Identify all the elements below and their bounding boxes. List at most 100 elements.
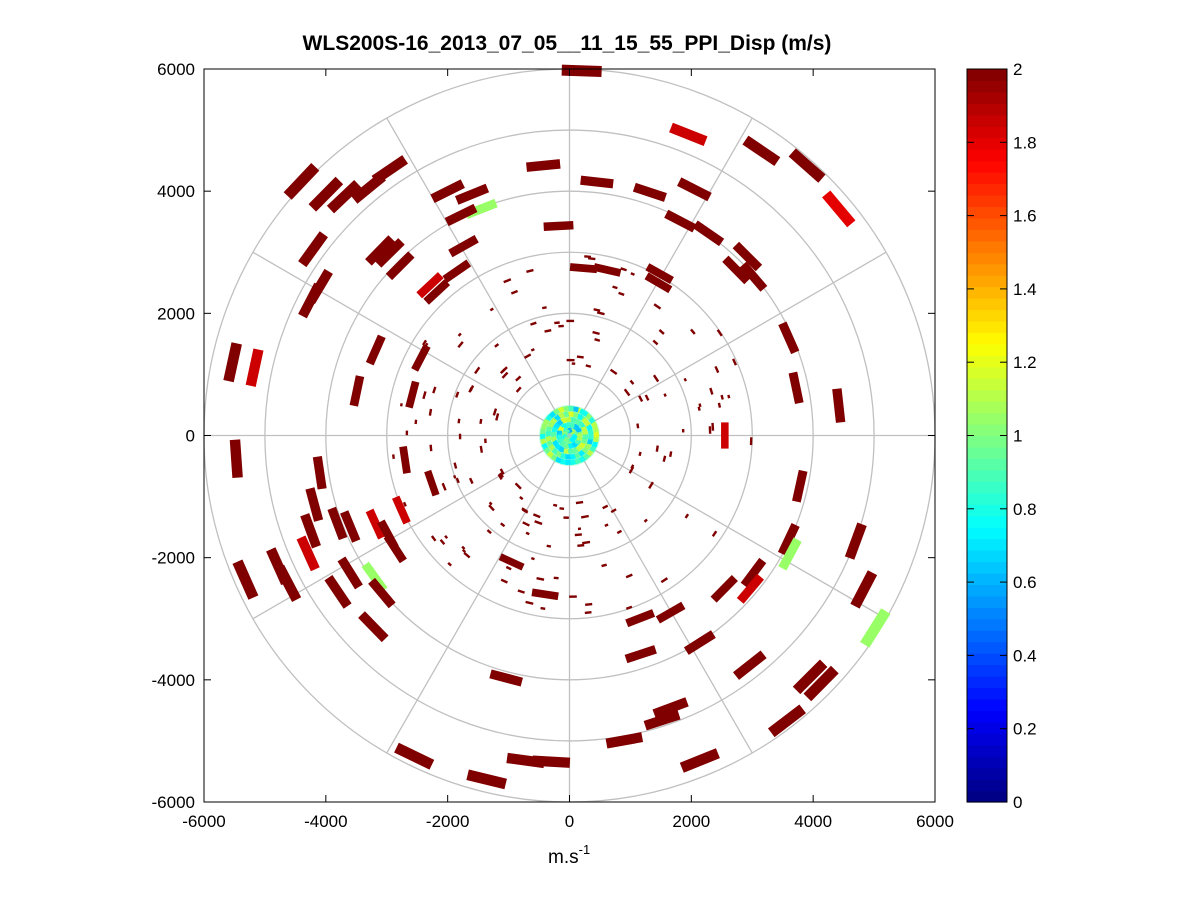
colorbar-level [967, 710, 1007, 723]
range-gate-cell [492, 408, 498, 416]
colorbar-tick-label: 1.6 [1013, 207, 1037, 226]
colorbar-tick-label: 0.6 [1013, 573, 1037, 592]
range-gate-cell [803, 665, 839, 702]
range-gate-cell [616, 529, 623, 535]
colorbar-level [967, 309, 1007, 322]
range-gate-cell [638, 395, 644, 402]
y-tick-label: 0 [186, 427, 195, 446]
range-gate-cell [767, 704, 806, 738]
range-gate-cell [609, 368, 618, 375]
range-gate-cell [612, 285, 618, 290]
range-gate-cell [681, 428, 685, 433]
colorbar-tick-label: 0.4 [1013, 646, 1037, 665]
range-gate-cell [580, 514, 589, 519]
range-gate-cell [605, 732, 644, 749]
range-gate-cell [669, 122, 708, 146]
range-gate-cell [455, 477, 460, 484]
range-gate-cell [430, 535, 437, 542]
range-gate-cell [559, 507, 565, 511]
range-gate-cell [720, 394, 724, 400]
range-gate-cell [501, 371, 509, 379]
colorbar-level [967, 527, 1007, 540]
colorbar-level [967, 149, 1007, 162]
range-gate-cell [732, 650, 767, 680]
range-gate-cell [514, 482, 522, 490]
range-gate-cell [566, 358, 575, 362]
range-gate-cell [501, 366, 508, 373]
colorbar-level [967, 687, 1007, 700]
range-gate-cell [399, 403, 403, 407]
colorbar-level [967, 572, 1007, 585]
range-gate-cell [484, 438, 487, 444]
range-gate-cell [643, 709, 681, 731]
range-gate-cell [574, 533, 582, 537]
colorbar-level [967, 424, 1007, 437]
range-gate-cell [655, 445, 659, 452]
colorbar-level [967, 698, 1007, 711]
azimuth-spoke [252, 251, 570, 437]
range-gate-cell [543, 220, 574, 231]
range-gate-cell [721, 422, 729, 449]
range-gate-cell [455, 391, 460, 398]
range-gate-cell [530, 556, 535, 561]
polar-axes: -6000 -4000 -2000 0 2000 4000 6000 6000 4000 200… [152, 60, 954, 831]
range-gate-cell [742, 135, 781, 167]
range-gate-cell [714, 365, 720, 374]
range-gate-cell [664, 209, 697, 233]
colorbar-level [967, 504, 1007, 517]
range-gate-cell [698, 403, 702, 408]
range-gate-cell [638, 451, 642, 457]
y-tick-label: 4000 [157, 182, 195, 201]
colorbar-level [967, 217, 1007, 230]
colorbar-level [967, 676, 1007, 689]
colorbar-level [967, 80, 1007, 93]
range-gate-cell [402, 501, 407, 507]
range-gate-cell [593, 263, 622, 277]
range-gate-cell [283, 162, 320, 200]
range-gate-cell [424, 469, 440, 497]
range-gate-cell [298, 282, 324, 319]
colorbar-tick-label: 1.2 [1013, 353, 1037, 372]
colorbar-level [967, 653, 1007, 666]
range-gate-cell [563, 516, 569, 519]
range-gate-cell [653, 303, 662, 310]
colorbar-level [967, 355, 1007, 368]
range-gate-cell [441, 482, 447, 491]
range-gate-cell [541, 306, 547, 310]
range-gate-cell [601, 563, 607, 568]
range-gate-cell [558, 324, 564, 328]
near-field-cell [569, 433, 578, 444]
colorbar-level [967, 584, 1007, 597]
colorbar-level [967, 550, 1007, 563]
range-gate-cell [788, 148, 826, 183]
range-gate-cell [525, 531, 530, 536]
range-gate-cell [416, 272, 444, 299]
colorbar-level [967, 664, 1007, 677]
colorbar-level [967, 160, 1007, 173]
range-gate-cell [517, 589, 525, 594]
range-gate-cell [411, 344, 431, 372]
range-gate-cell [792, 659, 828, 695]
range-gate-cell [708, 426, 712, 434]
range-gate-cell [522, 521, 530, 527]
colorbar-level [967, 206, 1007, 219]
range-gate-cell [623, 388, 631, 397]
azimuth-spoke [386, 435, 571, 754]
range-gate-cell [577, 543, 585, 548]
colorbar-level [967, 320, 1007, 334]
range-gate-cell [503, 278, 512, 284]
colorbar-level [967, 389, 1007, 402]
range-gate-cell [576, 355, 584, 359]
range-gate-cell [618, 291, 625, 297]
colorbar-tick-label: 0 [1013, 793, 1022, 812]
range-gate-cell [500, 578, 508, 584]
range-gate-cell [648, 481, 654, 489]
range-gate-cell [296, 535, 320, 572]
colorbar-level [967, 126, 1007, 139]
range-gate-cell [365, 235, 396, 266]
colorbar-level [967, 401, 1007, 414]
range-gate-cell [394, 742, 435, 770]
range-gate-cell [245, 348, 264, 387]
range-gate-cell [711, 530, 718, 537]
colorbar-level [967, 263, 1007, 276]
